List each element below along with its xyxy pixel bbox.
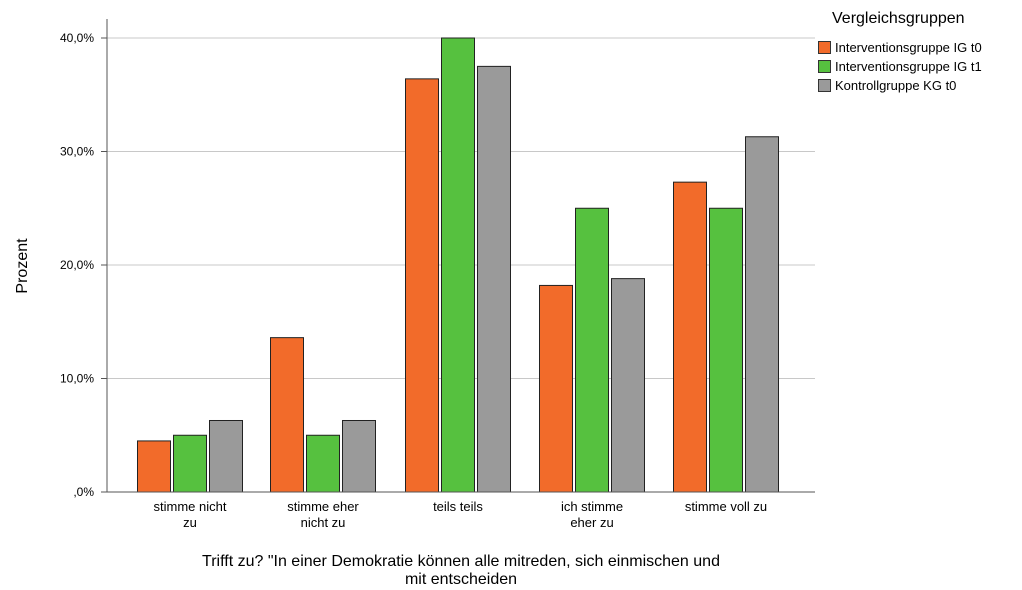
legend-items: Interventionsgruppe IG t0 Interventionsgr… [818, 38, 1018, 95]
x-category-label: stimme nicht zu [154, 499, 227, 530]
x-category-label: teils teils [433, 499, 483, 514]
legend-title: Vergleichsgruppen [832, 10, 965, 27]
bar-stimme-voll-zu-series-3 [745, 136, 779, 493]
legend-swatch [818, 41, 831, 54]
y-tick-label: ,0% [73, 485, 94, 499]
y-tick-label: 10,0% [60, 372, 94, 386]
x-axis-title: Trifft zu? "In einer Demokratie können a… [202, 553, 720, 588]
x-category-label: stimme eher nicht zu [287, 499, 359, 530]
bar-ich-stimme-eher-zu-series-3 [611, 278, 645, 493]
bar-stimme-voll-zu-series-1 [673, 181, 707, 493]
legend-label: Kontrollgruppe KG t0 [835, 78, 957, 93]
x-category-label: stimme voll zu [685, 499, 767, 514]
legend-label: Interventionsgruppe IG t1 [835, 59, 982, 74]
bar-stimme-eher-nicht-zu-series-1 [270, 337, 304, 493]
y-tick-labels: ,0% 10,0% 20,0% 30,0% 40,0% [60, 31, 94, 499]
legend-swatch [818, 79, 831, 92]
legend-item: Interventionsgruppe IG t1 [818, 57, 1018, 76]
y-axis-title: Prozent [14, 238, 31, 294]
bar-teils-teils-series-3 [477, 65, 511, 493]
bar-stimme-nicht-zu-series-1 [137, 440, 171, 493]
y-tick-label: 20,0% [60, 258, 94, 272]
legend-item: Kontrollgruppe KG t0 [818, 76, 1018, 95]
legend: Vergleichsgruppen Interventionsgruppe IG… [818, 10, 1018, 95]
bar-stimme-voll-zu-series-2 [709, 207, 743, 493]
bar-stimme-nicht-zu-series-2 [173, 434, 207, 493]
legend-swatch [818, 60, 831, 73]
axes [106, 19, 815, 493]
x-category-label: ich stimme eher zu [561, 499, 623, 530]
bar-stimme-nicht-zu-series-3 [209, 419, 243, 493]
x-category-labels: stimme nicht zu stimme eher nicht zu teils t… [154, 499, 768, 530]
legend-label: Interventionsgruppe IG t0 [835, 40, 982, 55]
y-tick-label: 40,0% [60, 31, 94, 45]
bars [137, 37, 779, 493]
bar-ich-stimme-eher-zu-series-2 [575, 207, 609, 493]
bar-ich-stimme-eher-zu-series-1 [539, 284, 573, 493]
y-tick-label: 30,0% [60, 145, 94, 159]
bar-stimme-eher-nicht-zu-series-2 [306, 434, 340, 493]
legend-item: Interventionsgruppe IG t0 [818, 38, 1018, 57]
bar-stimme-eher-nicht-zu-series-3 [342, 419, 376, 493]
bar-teils-teils-series-1 [405, 78, 439, 493]
bar-teils-teils-series-2 [441, 37, 475, 493]
